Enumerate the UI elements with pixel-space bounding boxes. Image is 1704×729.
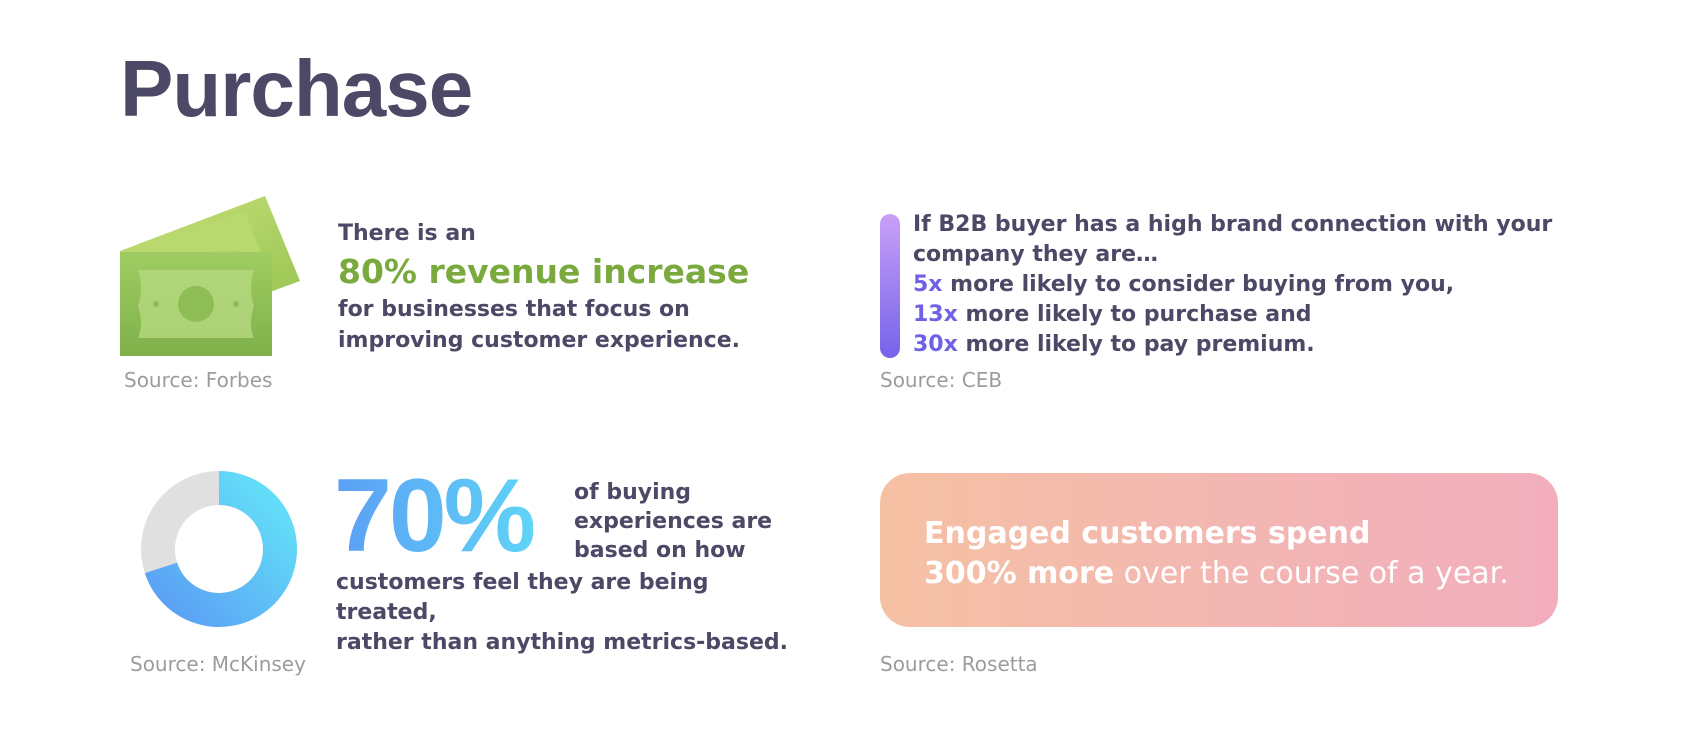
ceb-item: 5x more likely to consider buying from y… (913, 270, 1673, 300)
rosetta-line2: 300% more over the course of a year. (924, 554, 1544, 594)
ceb-intro-line1: If B2B buyer has a high brand connection… (913, 212, 1553, 237)
rosetta-card (880, 473, 1558, 627)
ceb-multiplier: 13x (913, 302, 958, 327)
source-forbes: Source: Forbes (124, 368, 273, 392)
ceb-multiplier: 5x (913, 272, 943, 297)
rosetta-stat: Engaged customers spend 300% more over t… (924, 514, 1544, 594)
mckinsey-bottom-line1: customers feel they are being treated, (336, 570, 709, 625)
mckinsey-side-line2: experiences are (574, 509, 773, 534)
page-title: Purchase (120, 44, 473, 133)
mckinsey-percent: 70% (334, 458, 536, 574)
ceb-intro-line2: company they are… (913, 242, 1159, 267)
forbes-detail-line2: improving customer experience. (338, 328, 740, 353)
forbes-stat: There is an 80% revenue increase for bus… (338, 218, 778, 356)
accent-bar (880, 214, 900, 358)
source-rosetta: Source: Rosetta (880, 652, 1038, 676)
mckinsey-side-line3: based on how (574, 538, 746, 563)
ceb-stat: If B2B buyer has a high brand connection… (913, 210, 1673, 360)
forbes-intro: There is an (338, 221, 476, 246)
source-ceb: Source: CEB (880, 368, 1003, 392)
ceb-item-text: more likely to pay premium. (957, 332, 1315, 357)
forbes-highlight: 80% revenue increase (338, 252, 750, 291)
ceb-item-text: more likely to consider buying from you, (942, 272, 1455, 297)
mckinsey-side-line1: of buying (574, 480, 692, 505)
mckinsey-bottom-text: customers feel they are being treated, r… (336, 568, 816, 658)
rosetta-highlight: 300% more (924, 556, 1115, 591)
forbes-detail-line1: for businesses that focus on (338, 297, 690, 322)
mckinsey-bottom-line2: rather than anything metrics-based. (336, 630, 789, 655)
source-mckinsey: Source: McKinsey (130, 652, 306, 676)
mckinsey-side-text: of buying experiences are based on how (574, 478, 794, 565)
ceb-item: 30x more likely to pay premium. (913, 330, 1673, 360)
donut-arc (144, 471, 297, 627)
ceb-item: 13x more likely to purchase and (913, 300, 1673, 330)
ceb-multiplier: 30x (913, 332, 958, 357)
money-icon (120, 196, 300, 356)
rosetta-line1: Engaged customers spend (924, 516, 1371, 551)
ceb-item-text: more likely to purchase and (957, 302, 1312, 327)
rosetta-rest: over the course of a year. (1114, 556, 1509, 591)
donut-chart-icon (141, 471, 297, 627)
